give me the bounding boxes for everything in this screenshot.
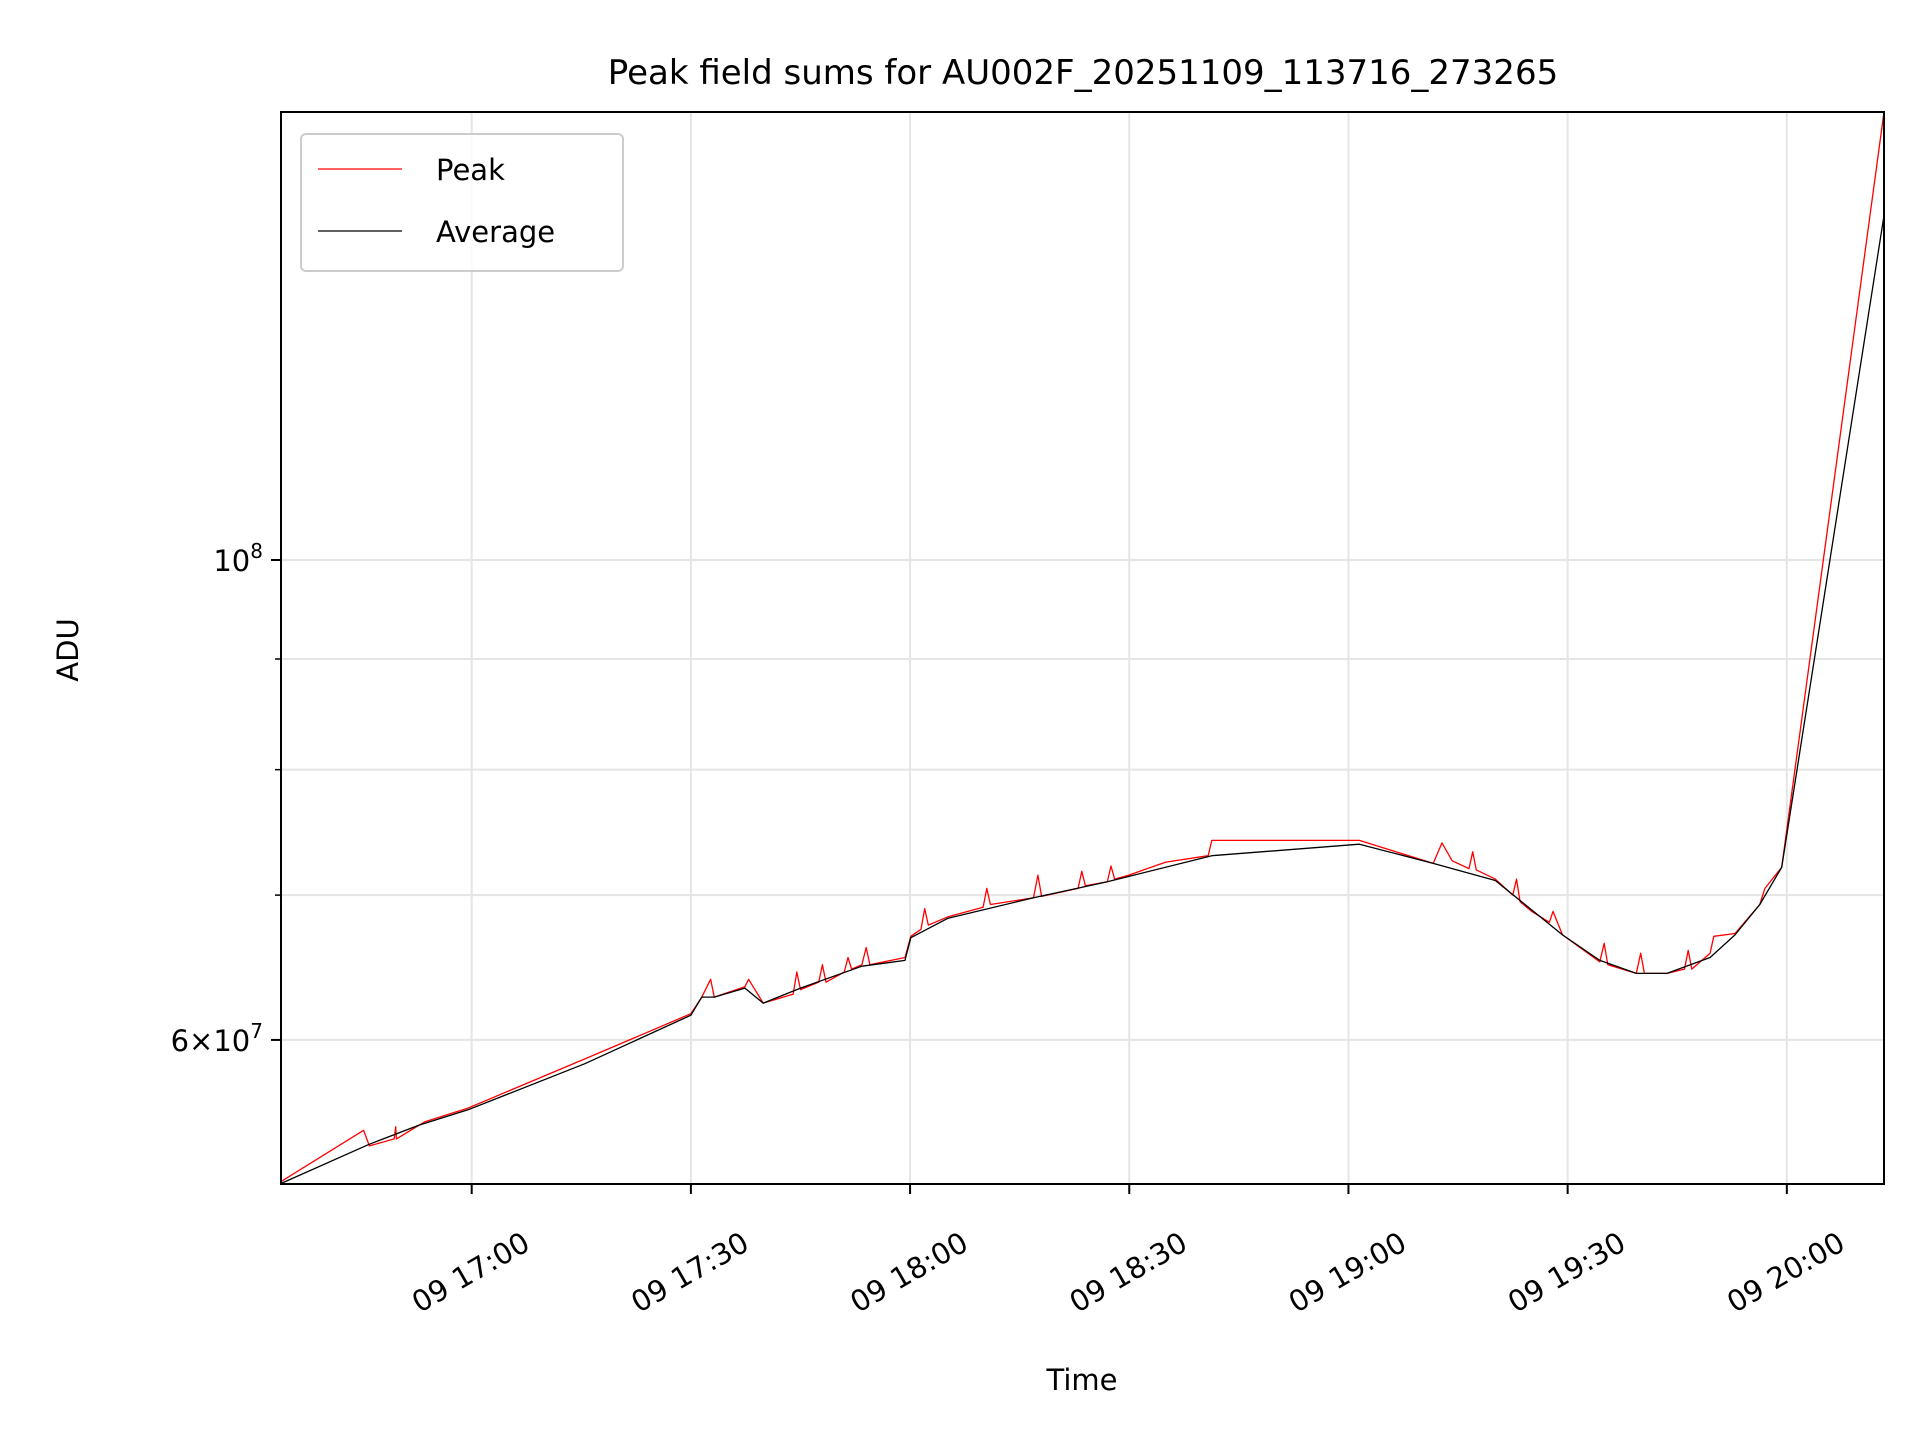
series-line-peak bbox=[280, 111, 1885, 1183]
x-tick-label: 09 19:30 bbox=[1502, 1225, 1631, 1319]
x-axis: 09 17:00 09 17:30 09 18:00 09 18:30 09 19:00… bbox=[406, 1184, 1850, 1319]
x-tick-label: 09 20:00 bbox=[1721, 1225, 1850, 1319]
y-tick-base: 10 bbox=[213, 1024, 250, 1058]
x-tick-label: 09 17:30 bbox=[625, 1225, 754, 1319]
y-tick-label: 108 bbox=[213, 539, 263, 578]
legend-label-peak: Peak bbox=[436, 153, 505, 187]
legend-box bbox=[300, 133, 624, 272]
y-tick-base: 10 bbox=[213, 544, 250, 578]
axes-frame bbox=[280, 111, 1885, 1185]
chart-title: Peak field sums for AU002F_20251109_1137… bbox=[608, 53, 1558, 93]
x-axis-label: Time bbox=[1046, 1363, 1118, 1397]
x-tick-label: 09 18:00 bbox=[844, 1225, 973, 1319]
y-tick-exp: 8 bbox=[250, 539, 263, 563]
x-tick-label: 09 17:00 bbox=[406, 1225, 535, 1319]
grid bbox=[281, 112, 1884, 1184]
legend: Peak Average bbox=[300, 133, 624, 272]
x-tick-label: 09 18:30 bbox=[1064, 1225, 1193, 1319]
y-tick-label: 6×107 bbox=[171, 1019, 263, 1058]
x-tick-label: 09 19:00 bbox=[1283, 1225, 1412, 1319]
y-tick-mult: 6× bbox=[171, 1024, 214, 1058]
legend-label-average: Average bbox=[436, 215, 555, 249]
y-tick-exp: 7 bbox=[250, 1019, 263, 1043]
y-axis-label: ADU bbox=[51, 618, 85, 681]
series-line-average bbox=[280, 215, 1885, 1185]
plot-area bbox=[280, 111, 1885, 1185]
